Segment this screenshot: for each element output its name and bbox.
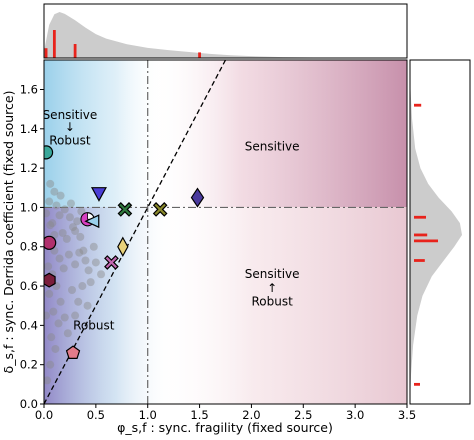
top-marginal-plot: [44, 12, 356, 58]
region-label: Sensitive: [245, 267, 300, 281]
main-plot-frame: [43, 59, 408, 405]
background-point: [69, 223, 78, 232]
background-point: [55, 254, 64, 263]
highlighted-point: [152, 202, 168, 217]
background-point: [62, 234, 71, 243]
background-point: [86, 278, 95, 287]
background-point: [44, 262, 53, 271]
region-label: Robust: [49, 134, 91, 148]
y-tick-label: 1.4: [20, 122, 38, 136]
background-point: [55, 211, 64, 220]
background-point: [50, 187, 59, 196]
x-tick-label: 2.5: [294, 408, 312, 422]
x-tick-label: 2.0: [242, 408, 260, 422]
background-point: [78, 282, 87, 291]
y-tick-label: 0.6: [20, 279, 38, 293]
background-point: [77, 207, 86, 216]
background-point: [47, 333, 56, 342]
y-axis-label: δ_s,f : sync. Derrida coefficient (fixed…: [1, 91, 16, 374]
background-point: [71, 260, 80, 269]
highlighted-point: [90, 187, 107, 202]
highlighted-point: [117, 202, 133, 217]
top-marginal-density: [44, 12, 356, 58]
background-point: [52, 201, 61, 210]
region-shading: [44, 60, 407, 404]
y-tick-label: 0.8: [20, 240, 38, 254]
background-point: [59, 264, 68, 273]
background-point: [71, 227, 80, 236]
background-point: [44, 311, 51, 320]
background-point: [46, 179, 55, 188]
highlighted-point: [65, 345, 81, 359]
background-point: [44, 376, 52, 385]
background-point: [76, 232, 85, 241]
x-tick-label: 0.0: [35, 408, 53, 422]
y-tick-label: 0.2: [20, 358, 38, 372]
x-tick-label: 0.5: [87, 408, 105, 422]
background-point: [56, 297, 65, 306]
right-marginal-frame: [409, 59, 471, 405]
x-tick-label: 3.5: [398, 408, 416, 422]
background-point: [91, 258, 100, 267]
background-point: [45, 289, 54, 298]
highlighted-point: [44, 272, 56, 288]
highlighted-point: [44, 145, 54, 160]
background-point: [83, 301, 92, 310]
y-tick-label: 0.4: [20, 318, 38, 332]
region-label: ↓: [65, 120, 75, 134]
background-point: [45, 197, 54, 206]
background-point: [46, 221, 55, 230]
x-tick-label: 3.0: [346, 408, 364, 422]
top-marginal-frame: [43, 3, 408, 59]
y-tick-label: 1.2: [20, 161, 38, 175]
background-point: [66, 199, 75, 208]
region-label: Robust: [252, 295, 294, 309]
background-point: [89, 242, 98, 251]
x-tick-label: 1.0: [139, 408, 157, 422]
background-point: [49, 307, 58, 316]
background-point: [51, 344, 60, 353]
background-point: [79, 246, 88, 255]
background-point: [46, 360, 55, 369]
background-point: [58, 228, 67, 237]
background-point: [44, 209, 51, 218]
background-point: [97, 270, 106, 279]
background-point: [68, 285, 77, 294]
background-point: [65, 213, 74, 222]
region-label: Robust: [73, 318, 115, 332]
background-point: [54, 319, 63, 328]
highlighted-point: [117, 236, 129, 257]
background-point: [84, 266, 93, 275]
background-point: [71, 311, 80, 320]
highlighted-point: [104, 255, 119, 270]
background-point: [60, 205, 69, 214]
x-axis-label: φ_s,f : sync. fragility (fixed source): [117, 420, 333, 435]
y-tick-label: 1.0: [20, 200, 38, 214]
background-point: [48, 219, 57, 228]
region-label: Sensitive: [43, 108, 98, 122]
highlighted-point: [44, 235, 57, 250]
highlighted-point: [190, 187, 205, 208]
highlighted-point: [84, 214, 100, 229]
background-point: [74, 297, 83, 306]
y-tick-label: 0.0: [20, 397, 38, 411]
background-point: [75, 248, 84, 257]
region-label: ↑: [267, 281, 277, 295]
y-tick-label: 1.6: [20, 82, 38, 96]
x-tick-label: 1.5: [190, 408, 208, 422]
right-marginal-density: [410, 60, 462, 404]
background-point: [60, 313, 69, 322]
background-point: [64, 250, 73, 259]
region-label: Sensitive: [245, 139, 300, 153]
background-point: [73, 217, 82, 226]
background-point: [63, 329, 72, 338]
background-point: [56, 191, 65, 200]
background-point: [81, 256, 90, 265]
right-marginal-plot: [410, 60, 462, 404]
